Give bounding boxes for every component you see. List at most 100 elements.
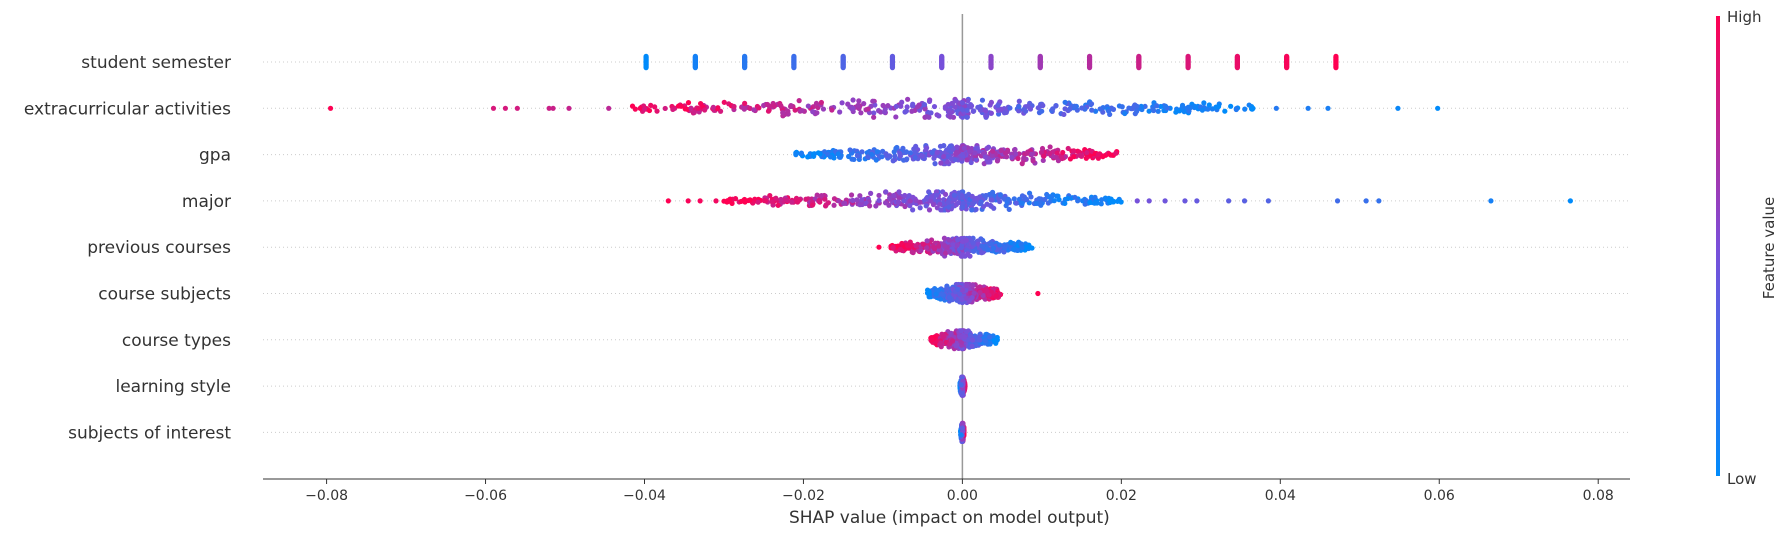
feature-labels: student semester extracurricular activiti… bbox=[24, 53, 231, 443]
shap-points bbox=[327, 53, 1573, 444]
data-point bbox=[873, 203, 879, 209]
data-point bbox=[974, 145, 980, 151]
data-point bbox=[952, 98, 958, 104]
data-point bbox=[1110, 198, 1117, 205]
data-point bbox=[1179, 102, 1186, 108]
colorbar: High Low Feature value bbox=[1716, 8, 1778, 488]
data-point bbox=[990, 245, 997, 251]
data-point bbox=[1162, 198, 1168, 204]
data-point bbox=[845, 101, 851, 107]
data-point bbox=[915, 104, 921, 110]
data-point bbox=[903, 149, 910, 155]
data-point bbox=[909, 108, 915, 114]
data-point bbox=[910, 194, 916, 200]
data-point bbox=[1134, 108, 1140, 114]
data-point bbox=[926, 207, 933, 213]
data-point bbox=[648, 102, 654, 108]
data-point bbox=[742, 199, 748, 205]
data-point bbox=[1222, 108, 1228, 114]
data-point bbox=[902, 192, 908, 199]
data-point bbox=[977, 289, 983, 296]
data-point bbox=[917, 205, 923, 211]
data-point bbox=[988, 99, 995, 106]
data-point bbox=[1241, 198, 1248, 204]
data-point bbox=[793, 152, 799, 158]
data-point bbox=[1250, 105, 1256, 111]
data-point bbox=[959, 100, 966, 106]
data-point bbox=[935, 287, 942, 293]
data-point bbox=[993, 293, 999, 299]
data-point bbox=[1019, 161, 1025, 167]
data-point bbox=[514, 105, 520, 111]
data-point bbox=[1094, 200, 1100, 206]
data-point bbox=[550, 105, 556, 111]
data-point bbox=[1122, 110, 1128, 117]
x-tick-label: −0.08 bbox=[305, 488, 348, 504]
data-point bbox=[775, 202, 781, 208]
data-point bbox=[1086, 65, 1093, 71]
data-point bbox=[697, 198, 703, 204]
data-point bbox=[948, 156, 954, 162]
data-point bbox=[959, 153, 966, 159]
data-point bbox=[1071, 103, 1078, 109]
data-point bbox=[907, 150, 914, 156]
data-point bbox=[898, 103, 904, 109]
data-point bbox=[959, 244, 965, 251]
data-point bbox=[958, 382, 964, 388]
data-point bbox=[1087, 199, 1093, 206]
data-point bbox=[1284, 65, 1290, 71]
data-point bbox=[941, 143, 947, 149]
data-point bbox=[831, 202, 837, 208]
data-point bbox=[876, 192, 882, 199]
data-point bbox=[846, 153, 852, 160]
data-point bbox=[969, 207, 975, 213]
data-point bbox=[1002, 150, 1009, 156]
data-point bbox=[961, 145, 967, 151]
data-point bbox=[938, 340, 944, 346]
data-point bbox=[998, 147, 1004, 154]
data-point bbox=[958, 432, 964, 438]
data-point bbox=[874, 149, 881, 155]
data-point bbox=[959, 296, 965, 303]
data-point bbox=[702, 107, 708, 113]
data-point bbox=[876, 197, 882, 204]
data-point bbox=[913, 143, 919, 150]
data-point bbox=[942, 191, 949, 198]
data-point bbox=[891, 149, 897, 155]
data-point bbox=[713, 198, 719, 204]
data-point bbox=[963, 295, 969, 301]
data-point bbox=[810, 151, 816, 157]
data-point bbox=[969, 337, 976, 343]
data-point bbox=[1056, 197, 1062, 203]
x-tick-label: 0.04 bbox=[1265, 488, 1296, 504]
data-point bbox=[893, 103, 899, 109]
data-point bbox=[982, 338, 988, 344]
data-point bbox=[1009, 154, 1015, 161]
data-point bbox=[1023, 196, 1029, 202]
data-point bbox=[727, 196, 733, 203]
data-point bbox=[968, 159, 974, 166]
data-point bbox=[1011, 196, 1017, 202]
data-point bbox=[889, 65, 896, 71]
data-point bbox=[665, 198, 671, 204]
data-point bbox=[810, 109, 816, 115]
data-point bbox=[1044, 191, 1050, 198]
data-point bbox=[670, 106, 676, 113]
feature-label: subjects of interest bbox=[68, 423, 231, 443]
x-tick-label: 0.08 bbox=[1583, 488, 1614, 504]
data-point bbox=[902, 203, 908, 210]
data-point bbox=[796, 197, 802, 203]
data-point bbox=[546, 105, 552, 111]
data-point bbox=[1002, 245, 1008, 251]
data-point bbox=[1182, 198, 1188, 204]
data-point bbox=[1092, 194, 1098, 200]
data-point bbox=[1376, 198, 1382, 204]
data-point bbox=[787, 103, 794, 110]
data-point bbox=[959, 251, 966, 257]
data-point bbox=[691, 109, 697, 115]
data-point bbox=[1067, 106, 1073, 112]
data-point bbox=[682, 106, 688, 112]
data-point bbox=[959, 287, 966, 293]
data-point bbox=[937, 247, 943, 253]
